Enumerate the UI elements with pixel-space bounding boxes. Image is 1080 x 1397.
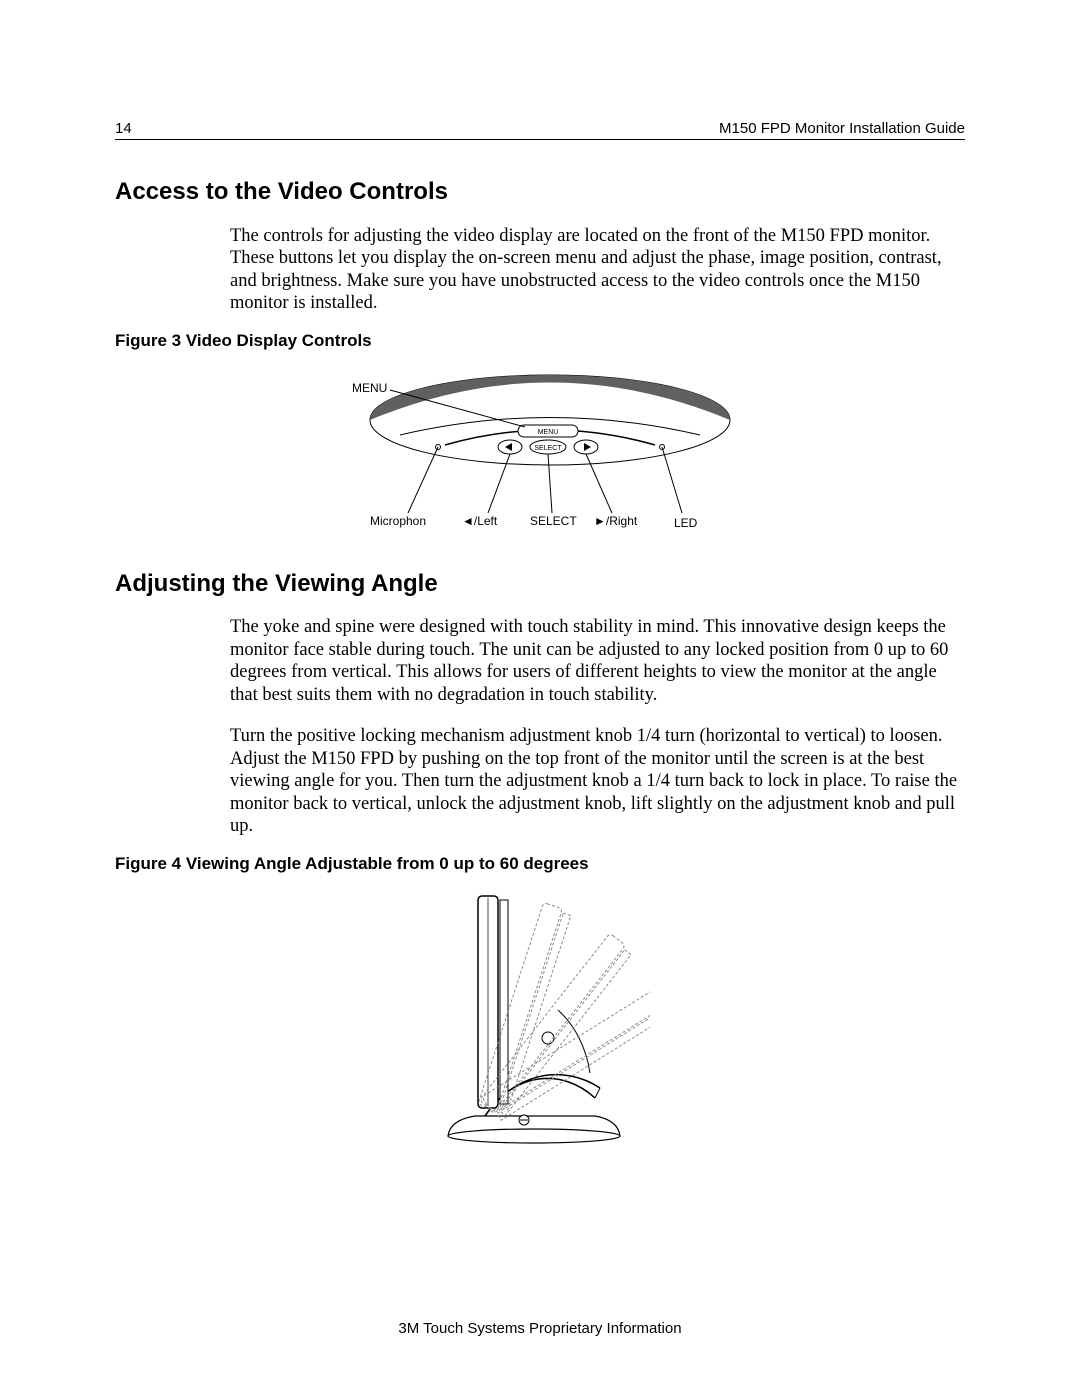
section2-paragraph1: The yoke and spine were designed with to… <box>230 616 965 706</box>
right-label: ►/Right <box>594 514 638 528</box>
figure3-diagram: MENU SELECT MENU Microphon ◄/Left <box>115 365 965 540</box>
page-header: 14 M150 FPD Monitor Installation Guide <box>115 120 965 140</box>
page-number: 14 <box>115 120 132 137</box>
menu-label: MENU <box>352 381 387 395</box>
section2-paragraph2: Turn the positive locking mechanism adju… <box>230 725 965 838</box>
microphone-label: Microphon <box>370 514 426 528</box>
select-button-label: SELECT <box>534 445 562 452</box>
left-label: ◄/Left <box>462 514 498 528</box>
figure4-diagram <box>115 888 965 1153</box>
figure3-caption: Figure 3 Video Display Controls <box>115 331 965 351</box>
led-label: LED <box>674 516 698 530</box>
doc-title: M150 FPD Monitor Installation Guide <box>719 120 965 137</box>
figure4-caption: Figure 4 Viewing Angle Adjustable from 0… <box>115 854 965 874</box>
page-footer: 3M Touch Systems Proprietary Information <box>0 1320 1080 1337</box>
section-heading-1: Access to the Video Controls <box>115 178 965 206</box>
section1-paragraph: The controls for adjusting the video dis… <box>230 225 965 315</box>
select-label: SELECT <box>530 514 577 528</box>
page: 14 M150 FPD Monitor Installation Guide A… <box>0 0 1080 1397</box>
section-heading-2: Adjusting the Viewing Angle <box>115 570 965 598</box>
menu-button-label: MENU <box>538 429 559 436</box>
